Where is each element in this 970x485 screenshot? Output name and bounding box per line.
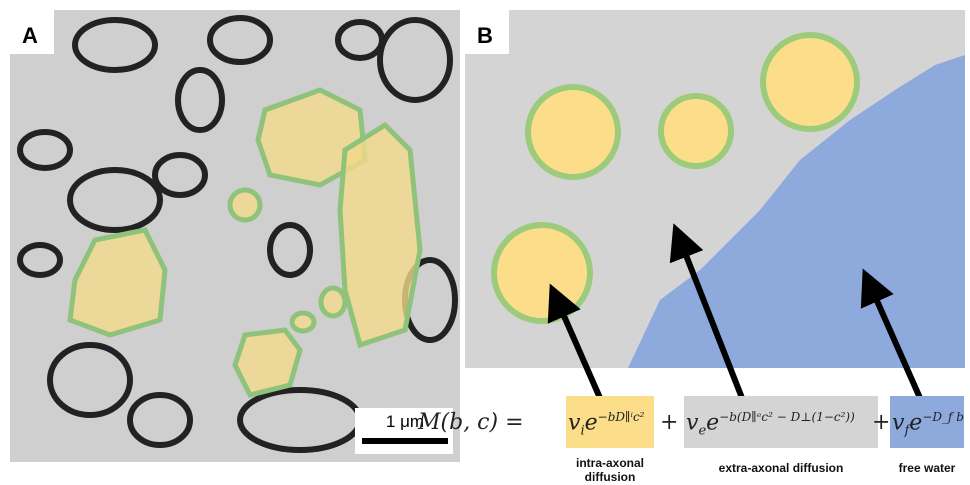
formula-term: vfe−D_f b: [892, 410, 964, 439]
e: e: [585, 410, 598, 435]
v: v: [892, 410, 904, 435]
e: e: [909, 410, 922, 435]
v: v: [568, 410, 580, 435]
exp: −D_f b: [922, 410, 964, 424]
caption: extra-axonal diffusion: [684, 461, 878, 475]
formula-term: vie−bD∥ⁱc²: [568, 410, 645, 439]
formula-term: vee−b(D∥ᵉc² − D⊥(1−c²)): [686, 410, 855, 439]
operator: +: [660, 410, 678, 435]
panel-label: B: [477, 23, 493, 48]
v: v: [686, 410, 698, 435]
formula-lhs: M(b, c) =: [418, 410, 524, 435]
figure: 1 μm A B M(b, c) = vie−bD∥ⁱc² + vee−b(D∥…: [0, 0, 970, 485]
exp: −bD∥ⁱc²: [598, 410, 645, 424]
e: e: [706, 410, 719, 435]
operator: +: [872, 410, 890, 435]
scale-bar: [362, 438, 448, 444]
panel-label: A: [22, 23, 38, 48]
sub: e: [698, 424, 706, 439]
caption: intra-axonal diffusion: [560, 456, 660, 484]
caption: free water: [885, 461, 969, 475]
exp: −b(D∥ᵉc² − D⊥(1−c²)): [719, 410, 855, 424]
